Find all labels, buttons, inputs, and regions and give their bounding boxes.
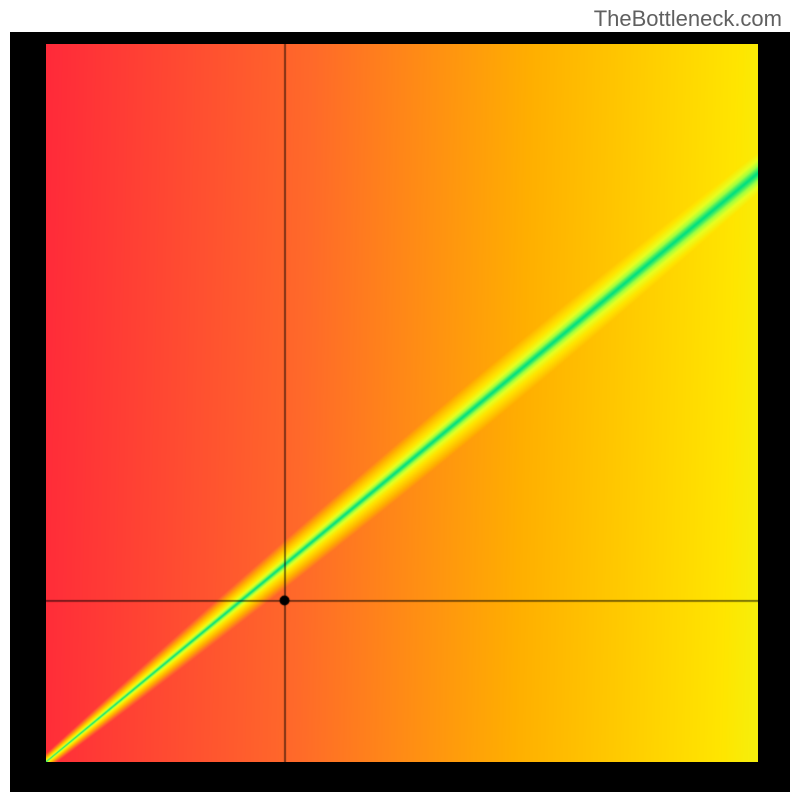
chart-container: TheBottleneck.com [0,0,800,800]
heatmap-canvas [46,44,758,762]
watermark-text: TheBottleneck.com [594,6,782,32]
